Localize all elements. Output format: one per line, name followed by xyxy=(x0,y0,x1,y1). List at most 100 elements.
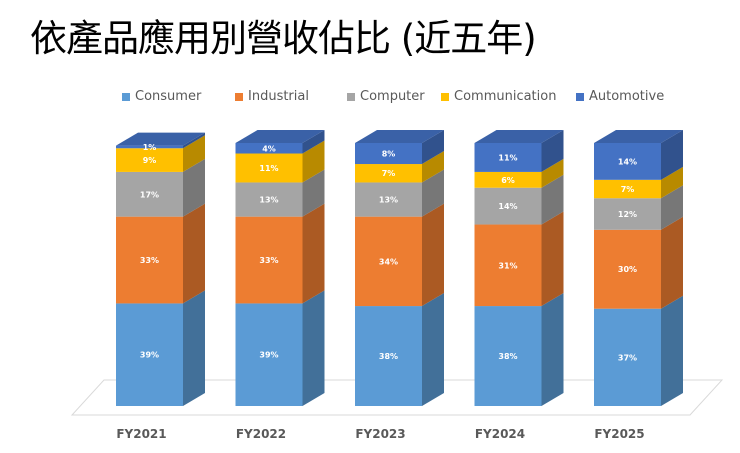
bar-side-FY2023-automotive xyxy=(422,130,444,165)
bar-side-FY2024-automotive xyxy=(541,130,564,172)
bar-side-FY2024-computer xyxy=(541,174,564,225)
data-label-FY2021-automotive: 1% xyxy=(143,143,157,152)
legend-swatch xyxy=(441,92,449,101)
chart-title: 依產品應用別營收佔比 (近五年) xyxy=(30,17,537,60)
data-label-FY2024-automotive: 11% xyxy=(498,153,517,162)
legend-item-communication: Communication xyxy=(441,89,556,104)
x-tick-label: FY2025 xyxy=(594,427,644,441)
bar-side-FY2022-automotive xyxy=(302,130,325,154)
bar-FY2023-consumer xyxy=(355,306,422,406)
legend-swatch xyxy=(122,92,130,101)
bar-FY2023-automotive xyxy=(355,143,422,165)
bar-FY2022-communication xyxy=(235,153,303,183)
bar-side-FY2022-industrial xyxy=(302,203,325,304)
bar-top-FY2021 xyxy=(116,132,205,146)
bar-FY2023-computer xyxy=(355,182,422,217)
bar-side-FY2025-automotive xyxy=(661,130,683,180)
bar-FY2023-communication xyxy=(355,164,422,183)
data-label-FY2021-industrial: 33% xyxy=(140,256,159,265)
data-label-FY2021-consumer: 39% xyxy=(140,351,159,360)
legend-item-automotive: Automotive xyxy=(576,89,664,104)
bar-FY2025-communication xyxy=(594,179,661,199)
data-label-FY2025-automotive: 14% xyxy=(618,157,637,166)
data-label-FY2023-communication: 7% xyxy=(382,169,396,178)
data-label-FY2022-communication: 11% xyxy=(259,164,278,173)
bar-side-FY2021-industrial xyxy=(183,203,205,304)
data-label-FY2022-computer: 13% xyxy=(259,196,278,205)
bar-FY2024-industrial xyxy=(474,224,542,307)
bar-FY2021-industrial xyxy=(116,216,183,304)
legend-label: Communication xyxy=(454,89,557,104)
bar-side-FY2021-automotive xyxy=(183,132,205,149)
bar-side-FY2021-consumer xyxy=(183,290,205,406)
x-tick-label: FY2024 xyxy=(475,427,525,441)
bar-side-FY2022-computer xyxy=(302,169,325,217)
bar-side-FY2021-communication xyxy=(183,135,205,172)
data-label-FY2021-computer: 17% xyxy=(140,190,159,199)
legend-label: Computer xyxy=(360,89,425,104)
bar-top-FY2022 xyxy=(235,130,325,143)
legend-item-consumer: Consumer xyxy=(122,89,201,104)
bar-side-FY2023-computer xyxy=(422,169,444,217)
bar-FY2022-computer xyxy=(235,182,303,217)
bar-side-FY2024-communication xyxy=(541,158,564,188)
x-tick-label: FY2021 xyxy=(116,427,166,441)
bar-FY2024-automotive xyxy=(474,143,542,172)
bar-side-FY2023-consumer xyxy=(422,293,444,406)
data-label-FY2023-computer: 13% xyxy=(379,196,398,205)
bar-side-FY2023-industrial xyxy=(422,203,444,307)
legend-label: Consumer xyxy=(135,89,202,104)
legend-label: Industrial xyxy=(248,89,309,104)
data-label-FY2024-consumer: 38% xyxy=(498,352,517,361)
bar-FY2021-communication xyxy=(116,148,183,172)
x-tick-label: FY2022 xyxy=(236,427,286,441)
x-tick-label: FY2023 xyxy=(355,427,405,441)
bar-FY2024-communication xyxy=(474,171,542,188)
data-label-FY2021-communication: 9% xyxy=(143,156,157,165)
bar-side-FY2022-consumer xyxy=(302,290,325,406)
data-label-FY2023-automotive: 8% xyxy=(382,150,396,159)
bar-FY2025-industrial xyxy=(594,229,661,309)
bar-FY2021-computer xyxy=(116,171,183,217)
data-label-FY2025-computer: 12% xyxy=(618,210,637,219)
data-label-FY2025-consumer: 37% xyxy=(618,353,637,362)
chart-floor xyxy=(70,379,724,416)
data-label-FY2023-consumer: 38% xyxy=(379,352,398,361)
data-label-FY2024-industrial: 31% xyxy=(498,261,517,270)
data-label-FY2022-consumer: 39% xyxy=(259,351,278,360)
legend-item-computer: Computer xyxy=(347,89,425,104)
bar-FY2022-industrial xyxy=(235,216,303,304)
bar-FY2025-automotive xyxy=(594,143,661,180)
legend-swatch xyxy=(576,92,584,101)
bar-side-FY2024-consumer xyxy=(541,293,564,406)
data-label-FY2023-industrial: 34% xyxy=(379,257,398,266)
data-label-FY2024-computer: 14% xyxy=(498,202,517,211)
bar-side-FY2022-communication xyxy=(302,140,325,183)
bar-side-FY2025-consumer xyxy=(661,295,683,406)
bar-FY2023-industrial xyxy=(355,216,422,307)
legend-item-industrial: Industrial xyxy=(235,89,309,104)
bar-FY2024-computer xyxy=(474,187,542,225)
bar-FY2022-consumer xyxy=(235,303,303,406)
bar-FY2021-automotive xyxy=(116,145,183,149)
legend-swatch xyxy=(235,92,243,101)
data-label-FY2024-communication: 6% xyxy=(501,176,515,185)
bar-side-FY2021-computer xyxy=(183,158,205,217)
bar-FY2022-automotive xyxy=(235,143,303,154)
bar-top-FY2023 xyxy=(355,130,444,143)
bar-top-FY2025 xyxy=(594,130,683,143)
bar-FY2024-consumer xyxy=(474,306,542,406)
data-label-FY2025-industrial: 30% xyxy=(618,265,637,274)
bar-FY2021-consumer xyxy=(116,303,183,406)
data-label-FY2022-industrial: 33% xyxy=(259,256,278,265)
bar-FY2025-consumer xyxy=(594,308,661,406)
bar-side-FY2025-communication xyxy=(661,166,683,199)
legend-swatch xyxy=(347,92,355,101)
bar-side-FY2025-computer xyxy=(661,185,683,230)
bar-top-FY2024 xyxy=(474,130,564,143)
bar-side-FY2025-industrial xyxy=(661,216,683,309)
bar-FY2025-computer xyxy=(594,198,661,230)
data-label-FY2022-automotive: 4% xyxy=(262,144,276,153)
bar-side-FY2023-communication xyxy=(422,151,444,183)
